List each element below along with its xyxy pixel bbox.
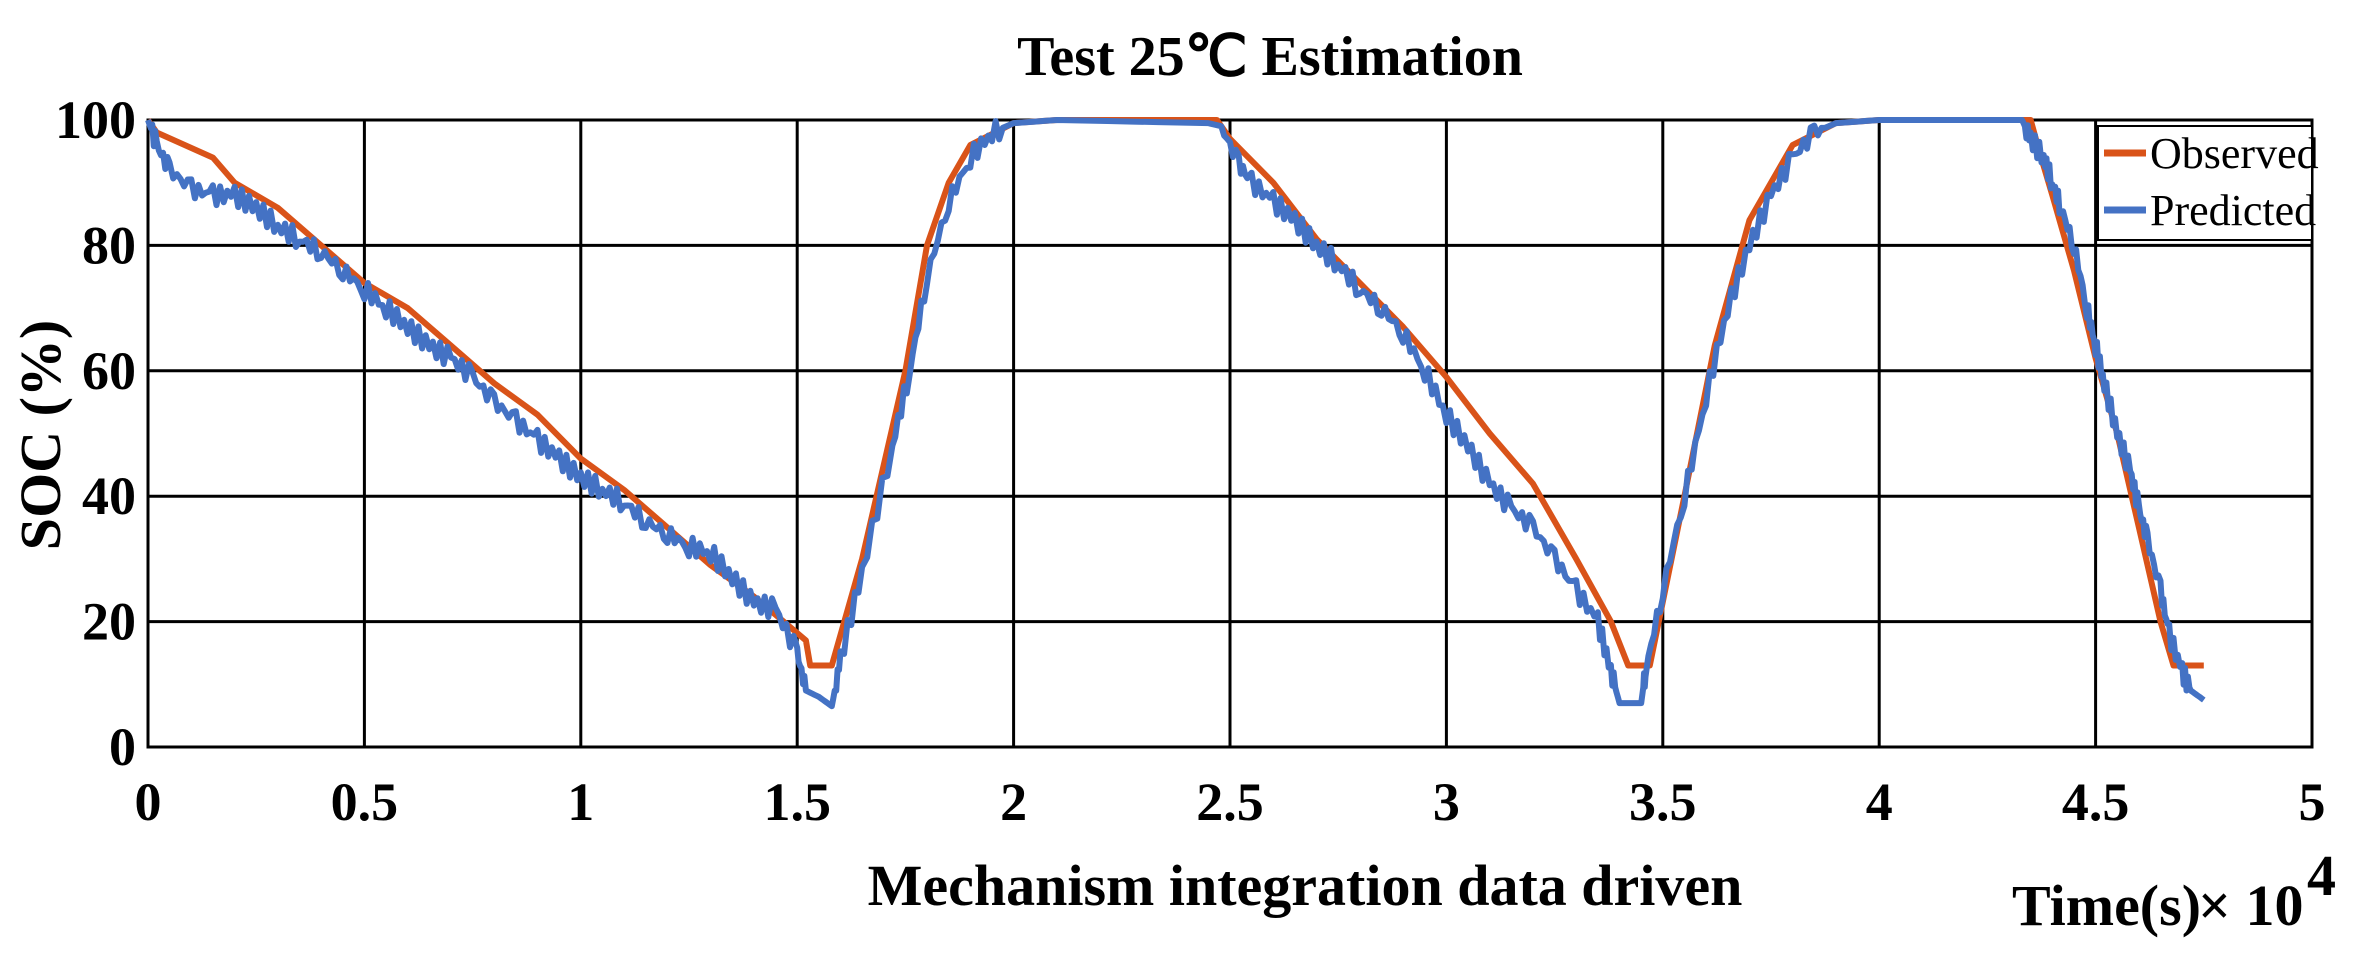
series-line-predicted <box>145 117 2206 710</box>
chart-title: Test 25℃ Estimation <box>1017 26 1523 88</box>
y-tick-label: 100 <box>55 90 136 150</box>
x-tick-label: 4.5 <box>2062 772 2130 832</box>
x-scale-label: × 10 <box>2198 873 2304 938</box>
x-tick-label: 2.5 <box>1196 772 1264 832</box>
x-tick-label: 1 <box>567 772 594 832</box>
x-tick-label: 2 <box>1000 772 1027 832</box>
x-tick-label: 1.5 <box>763 772 831 832</box>
y-tick-label: 80 <box>82 215 136 275</box>
x-scale-exponent: 4 <box>2307 843 2336 908</box>
legend-box <box>2097 125 2313 241</box>
x-tick-label: 4 <box>1866 772 1893 832</box>
series-line-observed <box>145 117 2204 669</box>
x-tick-label: 3.5 <box>1629 772 1697 832</box>
x-tick-label: 0 <box>135 772 162 832</box>
x-axis-label: Mechanism integration data driven <box>868 853 1743 918</box>
tick-layer: 0 0.5 1 1.5 2 2.5 3 3.5 4 4.5 5 0 20 40 60 80 100 <box>55 90 2326 832</box>
plot-frame <box>146 118 2314 749</box>
y-tick-label: 40 <box>82 466 136 526</box>
x-tick-label: 5 <box>2299 772 2326 832</box>
x-tick-label: 0.5 <box>331 772 399 832</box>
y-tick-label: 20 <box>82 592 136 652</box>
x-unit-label: Time(s) <box>2012 873 2201 938</box>
series-layer <box>145 117 2206 710</box>
y-tick-label: 60 <box>82 341 136 401</box>
legend: Observed Predicted <box>2097 125 2319 241</box>
legend-observed-label: Observed <box>2150 129 2319 178</box>
y-tick-label: 0 <box>109 717 136 777</box>
legend-predicted-label: Predicted <box>2150 186 2316 235</box>
y-axis-label: SOC (%) <box>8 320 73 550</box>
x-tick-label: 3 <box>1433 772 1460 832</box>
grid-layer <box>146 118 2314 749</box>
